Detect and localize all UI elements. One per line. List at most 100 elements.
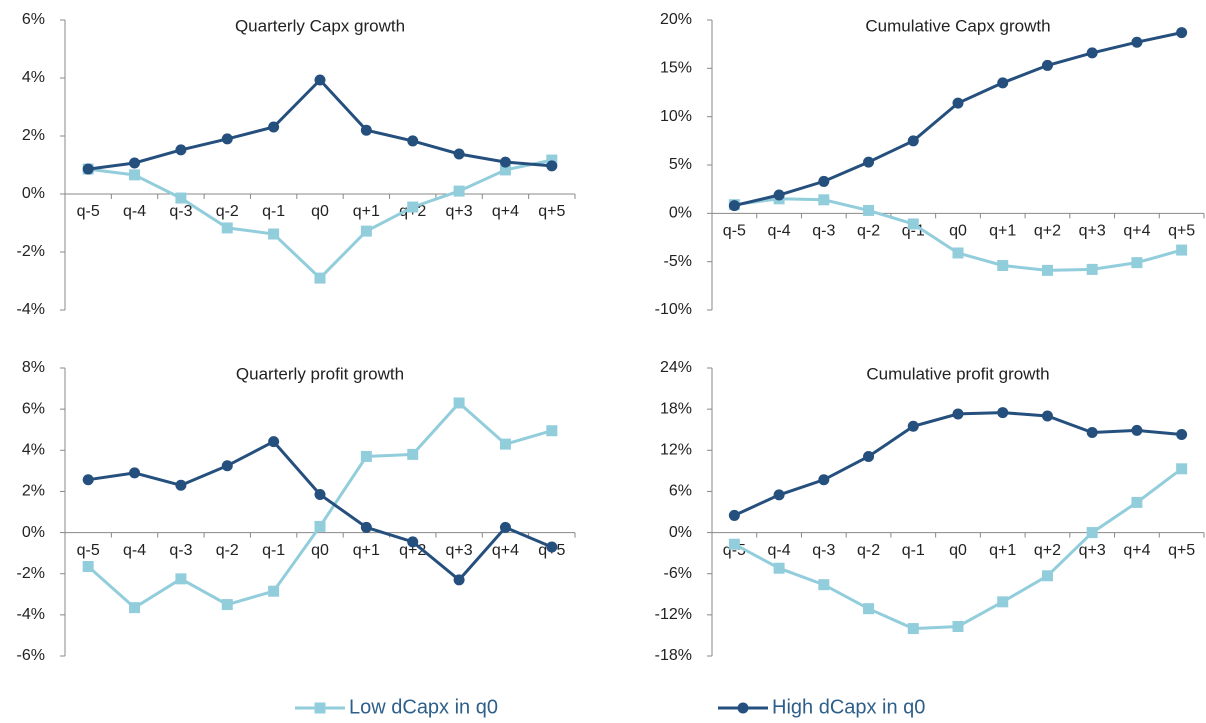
data-point: [268, 585, 280, 597]
x-tick-label: q-3: [812, 542, 835, 559]
data-point: [129, 467, 141, 479]
data-point: [314, 489, 326, 501]
data-point: [728, 509, 740, 521]
data-point: [82, 474, 94, 486]
data-point: [1086, 47, 1098, 59]
x-tick-label: q-5: [77, 203, 100, 220]
x-tick-label: q-1: [262, 542, 285, 559]
x-tick-label: q+5: [1168, 223, 1195, 240]
data-point: [728, 538, 740, 550]
y-tick-label: 15%: [660, 60, 692, 77]
x-tick-label: q+3: [446, 203, 473, 220]
data-point: [221, 460, 233, 472]
data-point: [773, 489, 785, 501]
x-tick-label: q+1: [989, 223, 1016, 240]
data-point: [1131, 36, 1143, 48]
data-point: [818, 579, 830, 591]
chart-title: Quarterly Capx growth: [235, 16, 405, 35]
data-point: [863, 156, 875, 168]
legend-text: Low dCapx in q0: [349, 696, 498, 718]
y-tick-label: 4%: [22, 69, 45, 86]
data-point: [360, 225, 372, 237]
data-point: [407, 536, 419, 548]
data-point: [997, 596, 1009, 608]
y-tick-label: -2%: [17, 565, 45, 582]
data-point: [82, 561, 94, 573]
data-point: [907, 420, 919, 432]
data-point: [1131, 496, 1143, 508]
legend-marker: [314, 702, 326, 714]
data-point: [546, 425, 558, 437]
x-tick-label: q+2: [1034, 223, 1061, 240]
data-point: [1041, 264, 1053, 276]
y-tick-label: 6%: [22, 400, 45, 417]
x-tick-label: q0: [949, 542, 967, 559]
data-point: [952, 621, 964, 633]
data-point: [907, 623, 919, 635]
series-line: [87, 400, 553, 610]
data-point: [1086, 263, 1098, 275]
y-tick-label: 18%: [660, 400, 692, 417]
data-point: [453, 185, 465, 197]
x-tick-label: q+4: [492, 203, 519, 220]
x-tick-label: q+1: [353, 542, 380, 559]
data-point: [997, 77, 1009, 89]
data-point: [221, 133, 233, 145]
data-point: [82, 163, 94, 175]
y-tick-label: 0%: [669, 524, 692, 541]
data-point: [221, 599, 233, 611]
data-point: [268, 228, 280, 240]
data-point: [1041, 410, 1053, 422]
y-tick-label: -6%: [17, 647, 45, 664]
x-tick-label: q-2: [216, 542, 239, 559]
y-tick-label: 20%: [660, 11, 692, 28]
data-point: [818, 194, 830, 206]
data-point: [499, 156, 511, 168]
x-tick-label: q+3: [1079, 223, 1106, 240]
data-point: [453, 574, 465, 586]
data-point: [407, 135, 419, 147]
legend-marker: [737, 702, 749, 714]
data-point: [360, 450, 372, 462]
y-tick-label: 12%: [660, 442, 692, 459]
data-point: [1176, 429, 1188, 441]
data-point: [1176, 27, 1188, 39]
legend-text: High dCapx in q0: [772, 696, 925, 718]
x-tick-label: q+4: [1123, 223, 1150, 240]
data-point: [129, 157, 141, 169]
y-tick-label: 8%: [22, 359, 45, 376]
chart-title: Quarterly profit growth: [236, 364, 404, 383]
data-point: [175, 479, 187, 491]
x-tick-label: q+5: [538, 203, 565, 220]
data-point: [546, 541, 558, 553]
x-tick-label: q+1: [989, 542, 1016, 559]
data-point: [863, 450, 875, 462]
series-line: [733, 411, 1182, 517]
x-tick-label: q+3: [1079, 542, 1106, 559]
data-point: [1176, 244, 1188, 256]
data-point: [1041, 570, 1053, 582]
x-tick-label: q-1: [902, 542, 925, 559]
data-point: [1086, 527, 1098, 539]
x-tick-label: q-4: [768, 223, 791, 240]
data-point: [546, 154, 558, 166]
x-tick-label: q-2: [857, 223, 880, 240]
data-point: [268, 436, 280, 448]
data-point: [952, 408, 964, 420]
y-tick-label: 6%: [22, 11, 45, 28]
series-line: [88, 77, 552, 171]
y-tick-label: -6%: [664, 565, 692, 582]
y-tick-label: -2%: [17, 243, 45, 260]
x-tick-label: q-4: [123, 542, 146, 559]
data-point: [499, 438, 511, 450]
data-point: [314, 74, 326, 86]
y-tick-label: 6%: [669, 483, 692, 500]
data-point: [360, 521, 372, 533]
data-point: [773, 562, 785, 574]
data-point: [499, 521, 511, 533]
y-tick-label: 0%: [22, 524, 45, 541]
y-tick-label: -5%: [664, 253, 692, 270]
data-point: [863, 204, 875, 216]
data-point: [1041, 59, 1053, 71]
